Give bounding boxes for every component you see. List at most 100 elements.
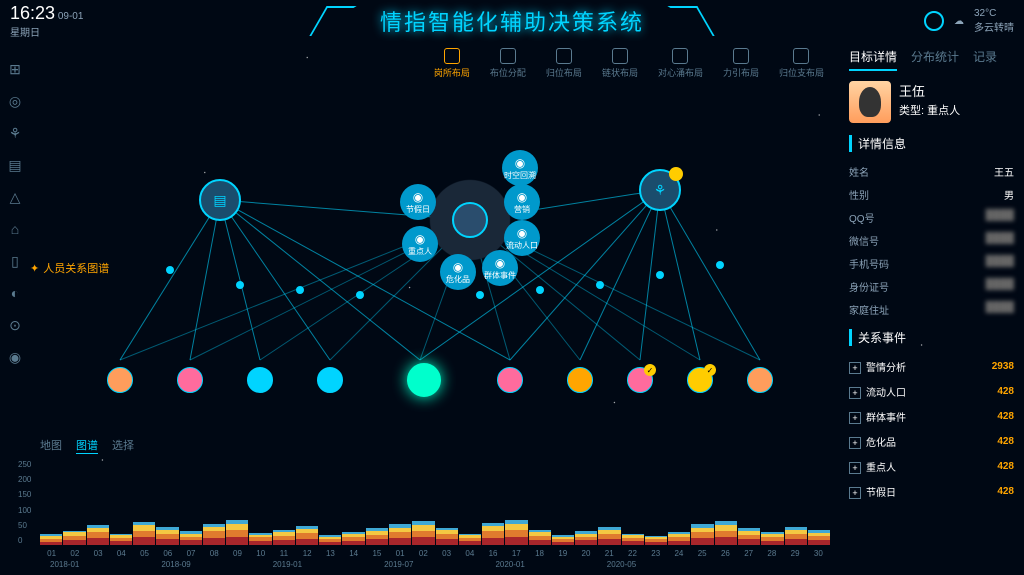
panel-tab[interactable]: 目标详情 bbox=[849, 48, 897, 71]
system-title: 情指智能化辅助决策系统 bbox=[340, 5, 684, 37]
center-menu-ring[interactable]: ◉时空回溯◉营销◉流动人口◉群体事件◉危化品◉重点人 ◉节假日 bbox=[400, 150, 540, 290]
bar[interactable] bbox=[691, 524, 713, 545]
bar[interactable] bbox=[40, 534, 62, 545]
sidebar-icon-7[interactable]: ◐ bbox=[6, 284, 24, 302]
detail-row: 家庭住址████ bbox=[849, 298, 1014, 321]
bar[interactable] bbox=[273, 530, 295, 545]
bar[interactable] bbox=[342, 532, 364, 545]
layout-tab[interactable]: 布位分配 bbox=[490, 48, 526, 79]
bar[interactable] bbox=[715, 521, 737, 545]
bar[interactable] bbox=[63, 531, 85, 545]
person-node[interactable] bbox=[247, 367, 273, 393]
sidebar-icon-0[interactable]: ⊞ bbox=[6, 60, 24, 78]
bar[interactable] bbox=[622, 534, 644, 545]
chart-tab[interactable]: 地图 bbox=[40, 437, 62, 454]
layout-tab[interactable]: 归位支布局 bbox=[779, 48, 824, 79]
bar[interactable] bbox=[389, 524, 411, 545]
bar[interactable] bbox=[87, 525, 109, 545]
bar[interactable] bbox=[412, 521, 434, 545]
bar[interactable] bbox=[180, 531, 202, 545]
person-node[interactable] bbox=[107, 367, 133, 393]
detail-row: 姓名王五 bbox=[849, 160, 1014, 183]
bar[interactable] bbox=[598, 527, 620, 545]
bar[interactable] bbox=[249, 533, 271, 545]
person-node[interactable] bbox=[317, 367, 343, 393]
sidebar-icon-8[interactable]: ⊙ bbox=[6, 316, 24, 334]
events-section-title: 关系事件 bbox=[849, 329, 1014, 346]
event-row[interactable]: +警情分析2938 bbox=[849, 354, 1014, 379]
bar[interactable] bbox=[482, 523, 504, 545]
bar[interactable] bbox=[459, 534, 481, 545]
sidebar-icon-5[interactable]: ⌂ bbox=[6, 220, 24, 238]
person-node[interactable] bbox=[567, 367, 593, 393]
bar[interactable] bbox=[668, 532, 690, 545]
detail-row: 手机号码████ bbox=[849, 252, 1014, 275]
weather-info: 32°C 多云转晴 bbox=[974, 8, 1014, 34]
sidebar-icon-4[interactable]: △ bbox=[6, 188, 24, 206]
profile-name: 王伍 bbox=[899, 81, 960, 100]
panel-tab[interactable]: 记录 bbox=[973, 48, 997, 71]
detail-row: 性别男 bbox=[849, 183, 1014, 206]
bar[interactable] bbox=[575, 531, 597, 545]
person-node[interactable] bbox=[497, 367, 523, 393]
ring-item[interactable]: ◉群体事件 bbox=[482, 250, 518, 286]
bar[interactable] bbox=[436, 528, 458, 545]
profile-avatar bbox=[849, 81, 891, 123]
layout-tab[interactable]: 归位布局 bbox=[546, 48, 582, 79]
bar[interactable] bbox=[645, 536, 667, 545]
event-row[interactable]: +流动人口428 bbox=[849, 379, 1014, 404]
bar[interactable] bbox=[110, 534, 132, 545]
center-avatar[interactable] bbox=[452, 202, 488, 238]
refresh-icon[interactable] bbox=[924, 11, 944, 31]
detail-row: 身份证号████ bbox=[849, 275, 1014, 298]
bar[interactable] bbox=[738, 528, 760, 545]
ring-item[interactable]: ◉节假日 bbox=[400, 184, 436, 220]
event-row[interactable]: +重点人428 bbox=[849, 454, 1014, 479]
event-row[interactable]: +节假日428 bbox=[849, 479, 1014, 504]
ring-item[interactable]: ◉流动人口 bbox=[504, 220, 540, 256]
sidebar-icon-1[interactable]: ◎ bbox=[6, 92, 24, 110]
ring-item[interactable]: ◉营销 bbox=[504, 184, 540, 220]
detail-row: 微信号████ bbox=[849, 229, 1014, 252]
layout-tab[interactable]: 对心涌布局 bbox=[658, 48, 703, 79]
bar[interactable] bbox=[133, 522, 155, 545]
bar[interactable] bbox=[529, 530, 551, 545]
layout-tab[interactable]: 链状布局 bbox=[602, 48, 638, 79]
ring-item[interactable]: ◉时空回溯 bbox=[502, 150, 538, 186]
bar[interactable] bbox=[319, 535, 341, 545]
person-node[interactable] bbox=[177, 367, 203, 393]
bar[interactable] bbox=[203, 524, 225, 545]
bar[interactable] bbox=[761, 532, 783, 545]
person-node[interactable] bbox=[407, 363, 441, 397]
chart-tab[interactable]: 图谱 bbox=[76, 437, 98, 454]
layout-tabs: 岗所布局布位分配归位布局链状布局对心涌布局力引布局归位支布局 bbox=[434, 48, 824, 79]
svg-text:⚘: ⚘ bbox=[654, 182, 667, 198]
clock: 16:23 09-01 星期日 bbox=[10, 3, 83, 39]
bar[interactable] bbox=[226, 520, 248, 545]
person-node[interactable] bbox=[687, 367, 713, 393]
bar[interactable] bbox=[156, 527, 178, 545]
bar[interactable] bbox=[296, 526, 318, 545]
bar[interactable] bbox=[552, 535, 574, 545]
person-node[interactable] bbox=[627, 367, 653, 393]
event-row[interactable]: +危化品428 bbox=[849, 429, 1014, 454]
relationship-graph[interactable]: ▤⚘ ◉时空回溯◉营销◉流动人口◉群体事件◉危化品◉重点人◉节假日 bbox=[40, 90, 800, 380]
bar[interactable] bbox=[785, 527, 807, 545]
ring-item[interactable]: ◉危化品 bbox=[440, 254, 476, 290]
detail-row: QQ号████ bbox=[849, 206, 1014, 229]
sidebar-icon-3[interactable]: ▤ bbox=[6, 156, 24, 174]
layout-tab[interactable]: 岗所布局 bbox=[434, 48, 470, 79]
sidebar-icon-6[interactable]: ▯ bbox=[6, 252, 24, 270]
bar[interactable] bbox=[366, 528, 388, 545]
panel-tab[interactable]: 分布统计 bbox=[911, 48, 959, 71]
event-row[interactable]: +群体事件428 bbox=[849, 404, 1014, 429]
bar[interactable] bbox=[808, 530, 830, 545]
person-node[interactable] bbox=[747, 367, 773, 393]
sidebar-icon-9[interactable]: ◉ bbox=[6, 348, 24, 366]
detail-panel: 目标详情分布统计记录 王伍 类型: 重点人 详情信息 姓名王五性别男QQ号███… bbox=[839, 48, 1024, 568]
layout-tab[interactable]: 力引布局 bbox=[723, 48, 759, 79]
bar[interactable] bbox=[505, 520, 527, 545]
chart-tab[interactable]: 选择 bbox=[112, 437, 134, 454]
sidebar-icon-2[interactable]: ⚘ bbox=[6, 124, 24, 142]
ring-item[interactable]: ◉重点人 bbox=[402, 226, 438, 262]
